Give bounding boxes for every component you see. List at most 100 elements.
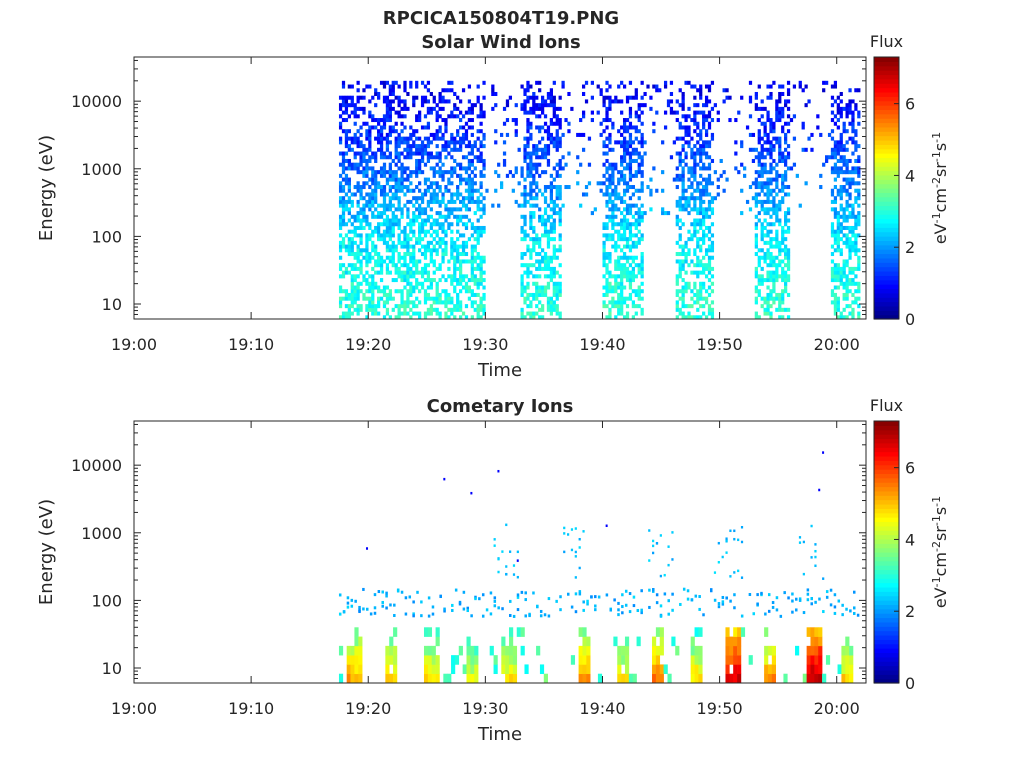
heatmap-cell <box>681 95 685 100</box>
heatmap-cell <box>426 270 431 275</box>
heatmap-cell <box>687 211 691 216</box>
heatmap-cell <box>640 181 644 186</box>
heatmap-cell <box>699 192 703 197</box>
heatmap-cell <box>549 88 554 93</box>
heatmap-cell <box>338 222 343 227</box>
heatmap-cell <box>532 151 536 156</box>
heatmap-cell <box>338 188 343 193</box>
heatmap-cell <box>693 158 697 163</box>
heatmap-cell <box>622 151 627 156</box>
heatmap-cell <box>538 266 542 271</box>
heatmap-cell <box>766 192 770 197</box>
heatmap-cell <box>382 285 387 290</box>
heatmap-cell <box>388 132 392 137</box>
heatmap-cell <box>459 162 463 167</box>
heatmap-cell <box>634 233 638 238</box>
heatmap-cell <box>617 129 621 134</box>
heatmap-cell <box>394 129 398 134</box>
heatmap-cell <box>611 300 615 305</box>
heatmap-cell <box>538 80 542 85</box>
heatmap-cell <box>429 214 433 219</box>
heatmap-cell <box>397 132 401 137</box>
heatmap-cell <box>368 285 372 290</box>
heatmap-cell <box>371 274 375 279</box>
heatmap-cell <box>620 296 624 301</box>
heatmap-cell <box>757 199 761 204</box>
heatmap-cell <box>839 114 843 119</box>
heatmap-cell <box>628 270 633 275</box>
heatmap-cometary <box>338 451 860 684</box>
heatmap-cell <box>479 140 483 145</box>
heatmap-cell <box>707 177 712 182</box>
heatmap-cell <box>605 281 609 286</box>
heatmap-cell <box>833 114 838 119</box>
heatmap-cell <box>426 248 431 253</box>
heatmap-cell <box>476 263 480 268</box>
heatmap-cell <box>640 296 644 301</box>
panel-title-cometary: Cometary Ions <box>427 396 574 417</box>
heatmap-cell <box>546 214 551 219</box>
heatmap-cell <box>634 244 638 249</box>
heatmap-cell <box>546 162 551 167</box>
heatmap-cell <box>476 95 480 100</box>
heatmap-cell <box>356 292 360 297</box>
heatmap-cell <box>693 203 697 208</box>
heatmap-cell <box>470 196 474 201</box>
heatmap-cell <box>464 144 469 149</box>
heatmap-cell <box>368 185 372 190</box>
heatmap-cell <box>338 181 343 186</box>
heatmap-cell <box>388 233 392 238</box>
heatmap-cell <box>374 103 378 108</box>
heatmap-cell <box>438 99 442 104</box>
heatmap-cell <box>851 278 855 283</box>
heatmap-cell <box>652 551 655 555</box>
heatmap-cell <box>819 185 823 190</box>
heatmap-cell <box>778 95 782 100</box>
heatmap-cell <box>535 95 539 100</box>
heatmap-cell <box>450 252 454 257</box>
heatmap-cell <box>763 155 767 160</box>
heatmap-cell <box>830 151 835 156</box>
colorbar-segment <box>874 464 899 470</box>
heatmap-cell <box>693 144 697 149</box>
heatmap-cell <box>435 132 439 137</box>
heatmap-cell <box>620 199 624 204</box>
heatmap-cell <box>538 218 542 223</box>
heatmap-cell <box>725 664 730 675</box>
heatmap-cell <box>830 207 835 212</box>
heatmap-cell <box>379 270 384 275</box>
heatmap-cell <box>754 315 758 320</box>
heatmap-cell <box>356 211 360 216</box>
heatmap-cell <box>549 259 554 264</box>
heatmap-cell <box>681 91 685 96</box>
heatmap-cell <box>359 222 363 227</box>
heatmap-cell <box>857 181 861 186</box>
heatmap-cell <box>391 196 395 201</box>
heatmap-cell <box>456 307 460 312</box>
heatmap-cell <box>707 237 712 242</box>
heatmap-cell <box>781 84 785 89</box>
heatmap-cell <box>622 296 627 301</box>
heatmap-cell <box>538 162 542 167</box>
heatmap-cell <box>529 106 533 111</box>
heatmap-cell <box>845 673 850 684</box>
heatmap-cell <box>520 225 524 230</box>
heatmap-cell <box>836 170 840 175</box>
heatmap-cell <box>476 203 480 208</box>
heatmap-cell <box>845 166 849 171</box>
heatmap-cell <box>748 80 753 85</box>
heatmap-cell <box>532 173 536 178</box>
heatmap-cell <box>640 270 644 275</box>
heatmap-cell <box>347 263 351 268</box>
heatmap-cell <box>516 559 519 562</box>
heatmap-cell <box>675 110 679 115</box>
heatmap-cell <box>341 211 346 216</box>
heatmap-cell <box>464 129 469 134</box>
heatmap-cell <box>371 292 375 297</box>
heatmap-cell <box>574 592 578 596</box>
heatmap-cell <box>784 222 788 227</box>
heatmap-cell <box>775 173 779 178</box>
heatmap-cell <box>848 304 852 309</box>
heatmap-cell <box>423 252 428 257</box>
heatmap-cell <box>505 173 510 178</box>
